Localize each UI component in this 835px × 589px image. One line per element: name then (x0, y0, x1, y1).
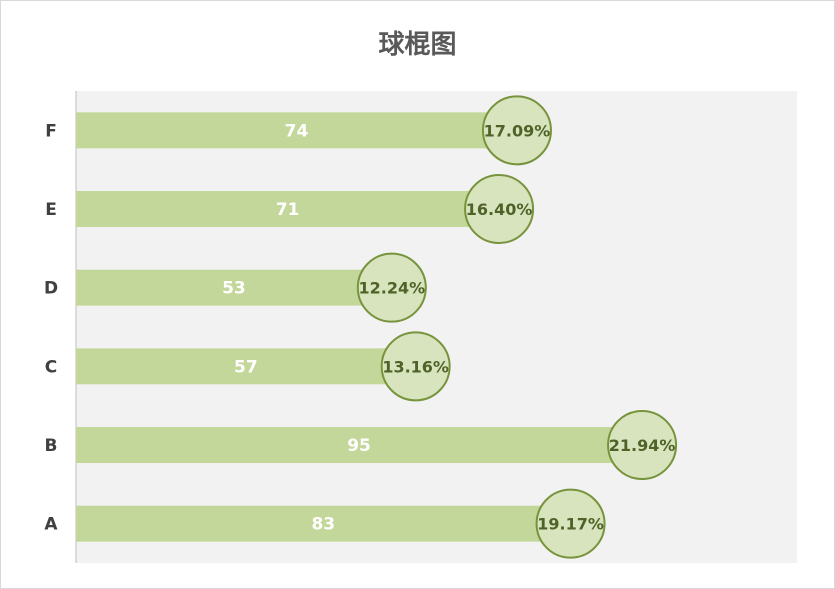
bar-d (76, 269, 392, 306)
percent-label-d: 12.24% (358, 279, 425, 298)
percent-label-c: 13.16% (382, 357, 449, 376)
value-label-e: 71 (276, 200, 300, 220)
bubble-f (481, 95, 552, 166)
percent-label-e: 16.40% (466, 200, 533, 219)
bubble-c (380, 331, 451, 402)
category-label-e: E (45, 200, 57, 220)
bar-e (76, 191, 500, 227)
percent-label-f: 17.09% (484, 121, 551, 140)
percent-label-b: 21.94% (609, 436, 676, 455)
category-label-d: D (44, 279, 58, 299)
bar-a (76, 505, 571, 542)
category-label-b: B (45, 436, 58, 456)
bar-b (76, 427, 643, 463)
bubble-e (464, 174, 535, 244)
category-label-c: C (45, 357, 57, 377)
bubble-d (356, 252, 427, 323)
chart-title: 球棍图 (378, 30, 457, 60)
value-label-a: 83 (311, 515, 335, 535)
bubble-a (535, 488, 606, 559)
bubble-b (607, 410, 678, 480)
category-label-f: F (45, 121, 57, 141)
value-label-b: 95 (347, 436, 371, 456)
value-label-d: 53 (222, 279, 246, 299)
percent-label-a: 19.17% (537, 515, 604, 534)
category-label-a: A (44, 515, 58, 535)
bar-f (76, 112, 517, 149)
value-label-c: 57 (234, 357, 258, 377)
bar-c (76, 348, 416, 385)
chart-marks: 83 19.17% A 95 21.94% B 57 13.16% C 53 12.24% D 71 16… (44, 95, 678, 559)
plot-area (76, 91, 797, 563)
value-label-f: 74 (285, 121, 309, 141)
